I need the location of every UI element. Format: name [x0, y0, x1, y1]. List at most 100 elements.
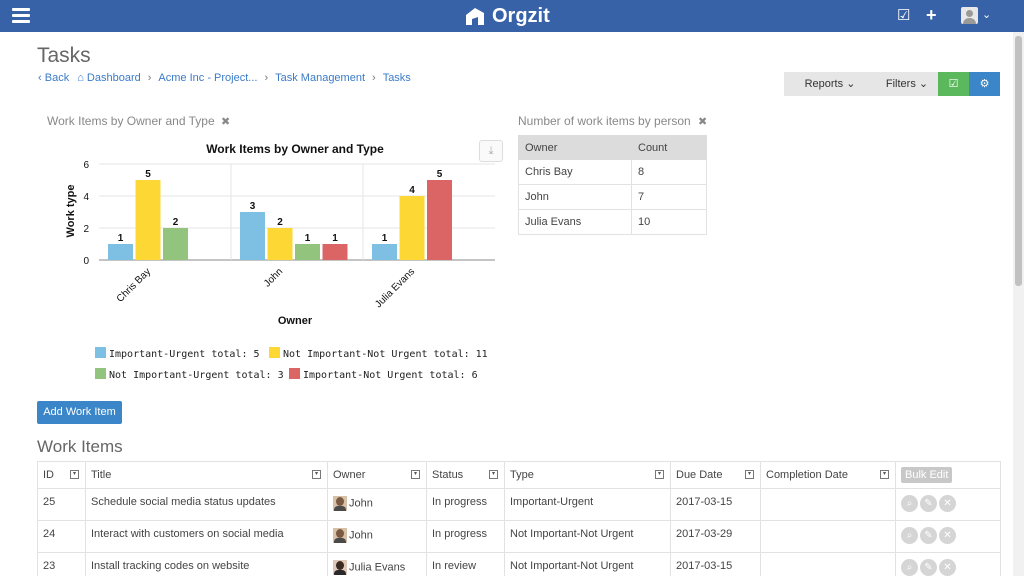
download-icon[interactable]: ⤓ [479, 140, 503, 162]
header-title-label: Title [91, 469, 112, 481]
header-due-label: Due Date [676, 469, 723, 481]
count-value: 8 [631, 159, 707, 185]
x-tick-label: Chris Bay [115, 266, 153, 304]
page-scrollbar[interactable] [1013, 32, 1024, 576]
breadcrumb-separator: › [147, 72, 152, 84]
bar-value-label: 1 [118, 233, 124, 244]
chart-y-ticks: 0 2 4 6 [83, 160, 89, 267]
delete-icon[interactable]: ✕ [939, 527, 956, 544]
chart-y-axis-label: Work type [65, 185, 77, 238]
app-logo[interactable]: Orgzit [464, 4, 550, 28]
cell-id: 25 [37, 488, 86, 521]
hamburger-icon[interactable] [12, 8, 30, 23]
count-owner: Julia Evans [518, 209, 632, 235]
cell-status: In progress [426, 520, 505, 553]
column-menu-icon[interactable]: ▾ [880, 470, 889, 479]
work-items-table: ID ▾ Title ▾ Owner ▾ Status ▾ Type ▾ Due Date… [37, 461, 1001, 576]
header-status[interactable]: Status ▾ [426, 461, 505, 489]
scrollbar-thumb[interactable] [1015, 36, 1022, 286]
column-menu-icon[interactable]: ▾ [655, 470, 664, 479]
bar [240, 212, 265, 260]
header-type[interactable]: Type ▾ [504, 461, 671, 489]
bar [108, 244, 133, 260]
user-avatar-icon[interactable] [961, 7, 978, 24]
breadcrumb-back[interactable]: ‹ Back [38, 72, 70, 84]
header-id-label: ID [43, 469, 54, 481]
header-due-date[interactable]: Due Date ▾ [670, 461, 761, 489]
chart-legend: Important-Urgent total: 5 Not Important-N… [95, 347, 488, 381]
cell-title[interactable]: Schedule social media status updates [85, 488, 328, 521]
filters-label: Filters [885, 78, 916, 90]
bar-value-label: 2 [173, 217, 179, 228]
chevron-down-icon[interactable]: ⌄ [982, 9, 992, 21]
delete-icon[interactable]: ✕ [939, 559, 956, 576]
bar [267, 228, 293, 260]
avatar [333, 496, 347, 511]
table-row: Julia Evans 10 [518, 209, 707, 235]
cell-completion-date [760, 552, 896, 576]
header-status-label: Status [432, 469, 464, 481]
close-icon[interactable]: ✖ [221, 116, 231, 128]
checkbox-icon[interactable]: ☑ [897, 7, 911, 24]
view-icon[interactable]: ⌕ [901, 559, 918, 576]
table-row[interactable]: 24 Interact with customers on social med… [37, 520, 1001, 553]
cell-type: Important-Urgent [504, 488, 671, 521]
header-bulk-edit: Bulk Edit [895, 461, 1001, 489]
table-row[interactable]: 23 Install tracking codes on website Jul… [37, 552, 1001, 576]
column-menu-icon[interactable]: ▾ [745, 470, 754, 479]
y-tick-label: 0 [83, 256, 89, 267]
check-button[interactable]: ☑ [938, 72, 969, 96]
cell-due-date: 2017-03-29 [670, 520, 761, 553]
cell-title[interactable]: Install tracking codes on website [85, 552, 328, 576]
header-completion-date[interactable]: Completion Date ▾ [760, 461, 896, 489]
column-menu-icon[interactable]: ▾ [411, 470, 420, 479]
breadcrumb-project[interactable]: Acme Inc - Project... [158, 72, 258, 84]
breadcrumb-tasks[interactable]: Tasks [382, 72, 411, 84]
breadcrumb-dashboard[interactable]: ⌂ Dashboard [77, 72, 141, 84]
edit-icon[interactable]: ✎ [920, 495, 937, 512]
header-id[interactable]: ID ▾ [37, 461, 86, 489]
owner-name: Julia Evans [349, 561, 406, 574]
y-tick-label: 2 [83, 224, 89, 235]
close-icon[interactable]: ✖ [698, 116, 708, 128]
header-title[interactable]: Title ▾ [85, 461, 328, 489]
app-name: Orgzit [492, 4, 550, 27]
cell-owner: John [327, 488, 427, 521]
bar-value-label: 5 [437, 169, 443, 180]
chart-widget-title: Work Items by Owner and Type [47, 114, 215, 128]
count-header-count[interactable]: Count [631, 135, 707, 160]
filters-dropdown[interactable]: Filters ⌄ [876, 72, 938, 96]
delete-icon[interactable]: ✕ [939, 495, 956, 512]
bulk-edit-button[interactable]: Bulk Edit [901, 467, 953, 483]
column-menu-icon[interactable]: ▾ [312, 470, 321, 479]
count-widget-title: Number of work items by person [518, 114, 691, 128]
cell-actions: ⌕ ✎ ✕ [895, 488, 1001, 521]
bar-value-label: 5 [145, 169, 151, 180]
edit-icon[interactable]: ✎ [920, 559, 937, 576]
breadcrumb-back-label: Back [44, 72, 70, 84]
bar [163, 228, 188, 260]
checkbox-icon: ☑ [948, 78, 959, 90]
column-menu-icon[interactable]: ▾ [489, 470, 498, 479]
edit-icon[interactable]: ✎ [920, 527, 937, 544]
header-completion-label: Completion Date [766, 469, 848, 481]
settings-button[interactable]: ⚙ [969, 72, 1000, 96]
add-work-item-button[interactable]: Add Work Item [37, 401, 122, 424]
view-icon[interactable]: ⌕ [901, 495, 918, 512]
count-header-owner[interactable]: Owner [518, 135, 632, 160]
header-owner[interactable]: Owner ▾ [327, 461, 427, 489]
table-row[interactable]: 25 Schedule social media status updates … [37, 488, 1001, 521]
avatar [333, 528, 347, 543]
plus-icon[interactable]: + [926, 5, 937, 25]
reports-dropdown[interactable]: Reports ⌄ [784, 72, 876, 96]
y-tick-label: 6 [83, 160, 89, 171]
column-menu-icon[interactable]: ▾ [70, 470, 79, 479]
view-icon[interactable]: ⌕ [901, 527, 918, 544]
breadcrumb-task-management[interactable]: Task Management [275, 72, 366, 84]
cell-title[interactable]: Interact with customers on social media [85, 520, 328, 553]
legend-swatch [95, 347, 106, 358]
x-tick-label: John [262, 266, 285, 289]
chevron-down-icon: ⌄ [846, 78, 856, 90]
bar-value-label: 1 [305, 233, 311, 244]
cell-actions: ⌕ ✎ ✕ [895, 552, 1001, 576]
